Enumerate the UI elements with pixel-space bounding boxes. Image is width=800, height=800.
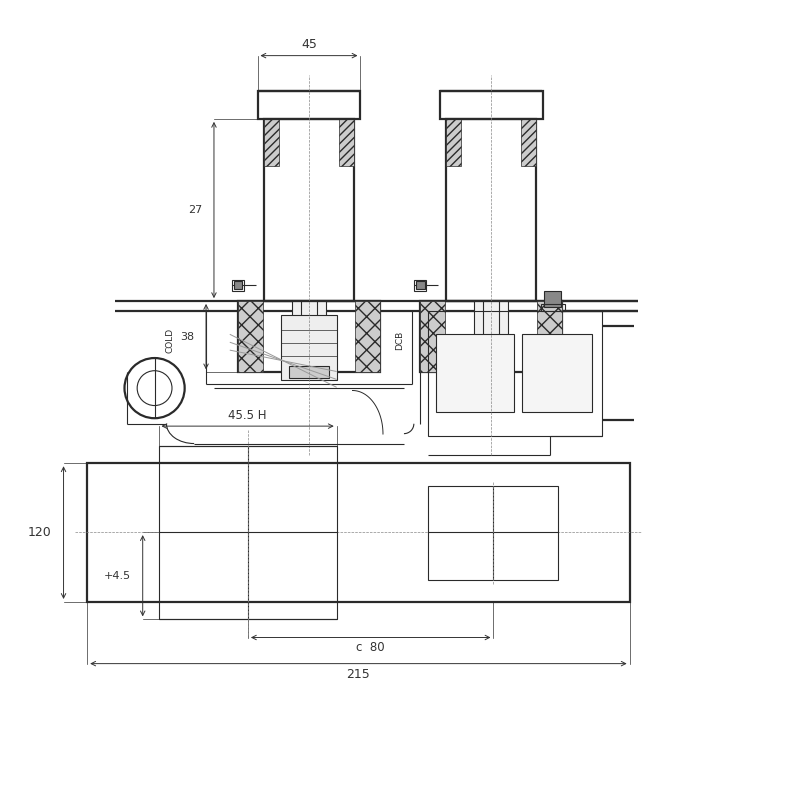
Bar [541,304,565,310]
Bar [416,282,425,289]
Bar [258,91,361,119]
Bar [474,301,509,372]
Bar [291,301,326,372]
Bar [414,280,426,290]
Bar [446,119,461,166]
Bar [420,301,562,372]
Bar [234,282,242,289]
Bar [439,91,542,119]
Text: 27: 27 [188,205,202,215]
Bar [232,280,244,290]
Bar [264,119,279,166]
Text: 45: 45 [301,38,317,51]
Bar [420,301,445,372]
Bar [355,301,380,372]
Text: 38: 38 [180,332,194,342]
Bar [289,366,329,378]
Text: c  80: c 80 [356,642,385,654]
Text: +4.5: +4.5 [104,570,131,581]
Text: 120: 120 [28,526,52,539]
Bar [522,334,591,412]
Bar [282,314,337,380]
Text: 215: 215 [346,667,370,681]
Text: 45.5 H: 45.5 H [228,409,267,422]
Bar [339,119,354,166]
Bar [238,301,263,372]
Bar [428,310,602,436]
Bar [436,334,514,412]
Text: DCB: DCB [395,331,405,350]
Bar [158,446,337,619]
Bar [537,301,562,372]
Bar [446,119,536,301]
Bar [264,119,354,301]
Text: COLD: COLD [166,328,175,353]
Bar [428,486,558,580]
Bar [544,290,562,306]
Bar [521,119,536,166]
Bar [87,463,630,602]
Bar [238,301,380,372]
